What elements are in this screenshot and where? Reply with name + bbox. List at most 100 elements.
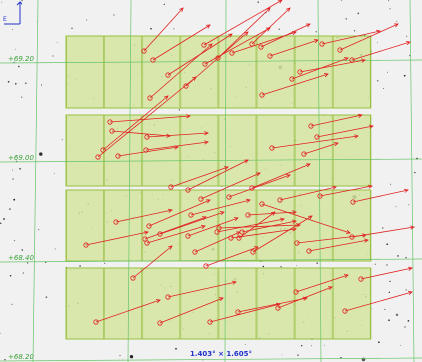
detector-footprint (104, 189, 143, 262)
motion-vector (188, 198, 251, 218)
motion-vector (113, 208, 173, 225)
vector-line (251, 7, 291, 45)
vector-arrowhead (243, 159, 249, 164)
detector-footprint (66, 35, 104, 109)
motion-vector (301, 142, 339, 157)
vector-arrowhead (204, 131, 209, 136)
detector-footprint (180, 114, 219, 187)
source-marker (229, 50, 235, 56)
star (353, 30, 356, 32)
motion-vector (150, 24, 211, 63)
vector-line (295, 274, 349, 293)
star (323, 344, 325, 346)
vector-line (230, 228, 297, 239)
source-marker (113, 219, 119, 225)
vector-arrowhead (343, 57, 349, 62)
vector-arrowhead (277, 0, 283, 4)
ra-grid-line (127, 0, 132, 362)
motion-vector (168, 166, 229, 190)
star (296, 265, 297, 267)
star (18, 65, 20, 68)
vector-line (351, 41, 411, 61)
detector-footprint (142, 114, 181, 187)
star (388, 319, 390, 322)
ra-grid-line (409, 0, 415, 362)
source-marker (207, 319, 213, 325)
star (113, 14, 115, 16)
vector-line (148, 199, 211, 227)
detector-footprint (332, 267, 371, 340)
vector-line (159, 211, 225, 235)
detector-footprint (142, 267, 181, 340)
star (12, 178, 14, 180)
detector-footprint (256, 267, 295, 340)
dec-label-1: +69.20 (8, 55, 34, 63)
vector-line (260, 23, 311, 48)
star (386, 243, 389, 246)
star (389, 8, 391, 10)
source-marker (192, 249, 198, 255)
detector-footprint (218, 267, 257, 340)
motion-vector (249, 163, 311, 191)
star (406, 35, 408, 37)
star (387, 71, 388, 73)
source-marker (157, 320, 163, 326)
vector-line (237, 297, 308, 313)
vector-line (277, 286, 333, 309)
source-marker (342, 308, 348, 314)
motion-vector (147, 43, 213, 101)
motion-vector (337, 23, 399, 53)
star (52, 55, 54, 57)
star (383, 87, 385, 89)
vector-arrowhead (410, 225, 415, 230)
vector-arrowhead (408, 290, 413, 295)
vector-line (310, 114, 363, 127)
star (281, 354, 283, 356)
vector-line (351, 226, 415, 238)
source-marker (350, 199, 356, 205)
field-of-view-label: 1.403° × 1.605° (190, 350, 253, 358)
vector-arrowhead (327, 286, 333, 291)
star (386, 264, 388, 266)
vector-arrowhead (253, 246, 259, 251)
vector-line (203, 0, 283, 46)
source-marker (319, 41, 325, 47)
vector-arrowhead (354, 134, 359, 139)
source-marker (198, 196, 204, 202)
vector-line (167, 281, 237, 298)
star (175, 347, 177, 350)
star (24, 82, 27, 85)
vector-arrowhead (343, 274, 349, 279)
vector-line (146, 225, 206, 244)
dec-grid-line (0, 357, 422, 362)
source-marker (165, 294, 171, 300)
star (408, 54, 411, 57)
motion-vector (349, 225, 415, 240)
motion-vector (349, 41, 411, 63)
source-marker (146, 223, 152, 229)
star (1, 1, 3, 3)
vector-line (271, 135, 359, 149)
motion-vector (258, 23, 311, 50)
star (21, 0, 23, 2)
vector-arrowhead (393, 23, 399, 28)
source-marker (203, 263, 209, 269)
star (389, 280, 391, 283)
motion-vector (143, 140, 209, 153)
source-marker (249, 185, 255, 191)
source-marker (183, 83, 189, 89)
vector-arrowhead (369, 124, 374, 129)
source-marker (165, 72, 171, 78)
vector-arrowhead (179, 7, 184, 12)
source-marker (358, 276, 364, 282)
vector-arrowhead (186, 114, 191, 119)
star (173, 28, 175, 30)
vector-line (299, 59, 366, 73)
star (178, 108, 181, 111)
motion-vector (308, 113, 363, 129)
star (53, 172, 55, 174)
star (388, 291, 390, 293)
vector-arrowhead (201, 216, 207, 221)
